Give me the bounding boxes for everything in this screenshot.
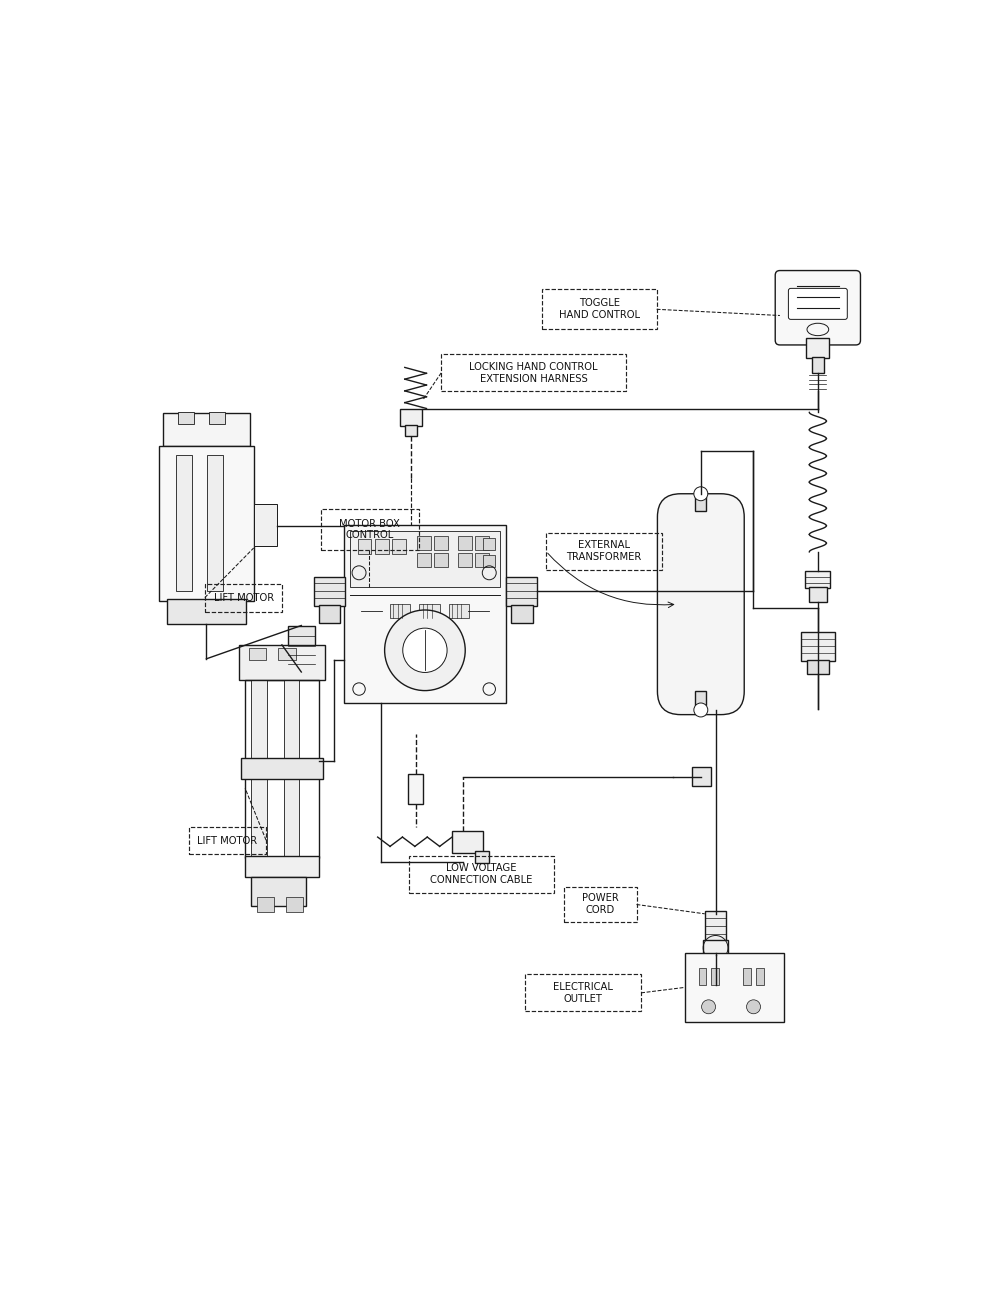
Bar	[807, 660, 829, 675]
Bar	[458, 554, 472, 567]
Circle shape	[694, 486, 708, 500]
Bar	[400, 410, 422, 426]
Bar	[698, 968, 706, 985]
Bar	[756, 968, 764, 985]
Circle shape	[385, 610, 465, 690]
Bar	[743, 968, 751, 985]
Bar	[254, 504, 277, 546]
Bar	[434, 537, 448, 550]
Bar	[695, 497, 706, 511]
Bar	[178, 412, 194, 424]
Circle shape	[694, 703, 708, 718]
Bar	[251, 680, 267, 858]
Bar	[284, 680, 299, 858]
Bar	[692, 767, 711, 786]
Bar	[546, 533, 662, 569]
FancyBboxPatch shape	[657, 494, 744, 715]
Bar	[506, 577, 537, 606]
Bar	[405, 425, 417, 436]
Text: ELECTRICAL
OUTLET: ELECTRICAL OUTLET	[553, 982, 613, 1004]
Bar	[703, 940, 728, 959]
Bar	[801, 632, 835, 662]
Circle shape	[747, 1000, 761, 1014]
Bar	[390, 603, 410, 618]
Bar	[475, 852, 489, 863]
Bar	[419, 603, 440, 618]
Bar	[314, 577, 345, 606]
Bar	[319, 604, 340, 623]
Bar	[321, 510, 419, 550]
Bar	[806, 338, 829, 358]
Bar	[408, 775, 423, 803]
Bar	[189, 827, 266, 854]
Bar	[288, 625, 315, 672]
FancyBboxPatch shape	[775, 270, 860, 344]
Bar	[251, 876, 306, 906]
Bar	[245, 855, 319, 878]
Bar	[239, 645, 325, 680]
Bar	[249, 647, 266, 660]
Text: LOW VOLTAGE
CONNECTION CABLE: LOW VOLTAGE CONNECTION CABLE	[430, 863, 533, 885]
Bar	[344, 525, 506, 703]
Bar	[278, 647, 296, 660]
Bar	[441, 354, 626, 391]
Bar	[483, 555, 495, 567]
Bar	[525, 974, 641, 1011]
Bar	[475, 537, 489, 550]
Bar	[705, 957, 712, 985]
Bar	[163, 413, 250, 446]
Text: POWER
CORD: POWER CORD	[582, 893, 618, 915]
Bar	[245, 680, 319, 858]
Bar	[209, 412, 225, 424]
Bar	[475, 554, 489, 567]
Bar	[176, 455, 192, 592]
Text: EXTERNAL
TRANSFORMER: EXTERNAL TRANSFORMER	[566, 541, 642, 562]
Bar	[685, 953, 784, 1022]
Bar	[719, 957, 726, 985]
Bar	[286, 897, 303, 913]
Bar	[417, 537, 431, 550]
Bar	[207, 455, 223, 592]
FancyBboxPatch shape	[788, 289, 847, 320]
Bar	[695, 692, 706, 706]
Bar	[417, 554, 431, 567]
Text: MOTOR BOX
CONTROL: MOTOR BOX CONTROL	[339, 519, 400, 541]
Text: LIFT MOTOR: LIFT MOTOR	[214, 593, 274, 603]
Bar	[358, 538, 371, 554]
Text: TOGGLE
HAND CONTROL: TOGGLE HAND CONTROL	[559, 299, 640, 320]
Bar	[452, 831, 483, 853]
Bar	[483, 538, 495, 550]
Bar	[809, 586, 827, 602]
Bar	[511, 604, 533, 623]
Bar	[711, 968, 719, 985]
Bar	[542, 289, 657, 329]
Bar	[350, 530, 500, 586]
Bar	[458, 537, 472, 550]
Bar	[812, 358, 824, 373]
Circle shape	[403, 628, 447, 672]
Bar	[564, 887, 637, 922]
Bar	[159, 446, 254, 601]
Bar	[409, 855, 554, 893]
Bar	[167, 599, 246, 624]
Bar	[449, 603, 469, 618]
Text: LIFT MOTOR: LIFT MOTOR	[197, 836, 257, 845]
Bar	[205, 585, 282, 611]
Bar	[392, 538, 406, 554]
Bar	[434, 554, 448, 567]
Bar	[705, 911, 726, 941]
Bar	[805, 571, 830, 589]
Bar	[241, 758, 323, 779]
Bar	[257, 897, 274, 913]
Circle shape	[702, 1000, 716, 1014]
Text: LOCKING HAND CONTROL
EXTENSION HARNESS: LOCKING HAND CONTROL EXTENSION HARNESS	[469, 363, 598, 384]
Bar	[375, 538, 388, 554]
